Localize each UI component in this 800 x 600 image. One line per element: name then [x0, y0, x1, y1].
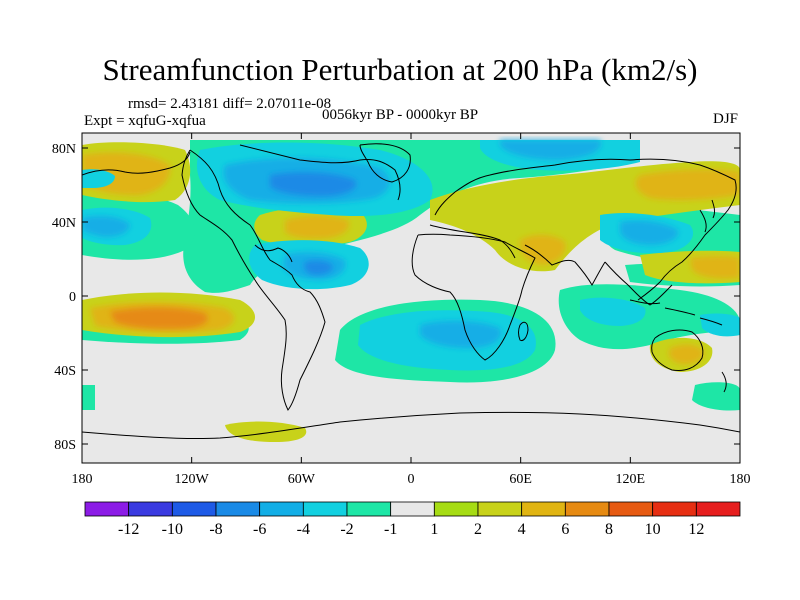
- colorbar-label: 12: [688, 521, 704, 538]
- colorbar-swatch: [390, 501, 435, 517]
- coast-new-zealand: [721, 371, 727, 393]
- colorbar-label: 8: [605, 521, 613, 538]
- coast-north-america: [181, 149, 326, 411]
- field-pos-antarctic: [225, 421, 307, 442]
- coast-madagascar: [518, 321, 529, 341]
- colorbar: -12 -10 -8 -6 -4 -2 -1 1 2 4 6 8 10 12: [84, 501, 741, 538]
- field-pos-arabia: [519, 234, 566, 265]
- lat-tick-label: 80N: [52, 142, 76, 157]
- coast-europe-asia: [434, 158, 737, 301]
- coast-mediterranean: [429, 224, 516, 259]
- colorbar-swatch: [215, 501, 261, 517]
- lat-tick-label: 40N: [52, 216, 76, 231]
- lat-tick-label: 0: [69, 290, 76, 305]
- coast-japan: [699, 199, 716, 233]
- field-pos-mid-atlantic-core: [285, 215, 350, 239]
- stats-label: rmsd= 2.43181 diff= 2.07011e-08: [128, 96, 332, 112]
- field-southern-ocean-west: [82, 385, 95, 410]
- lat-tick-label: 80S: [54, 438, 76, 453]
- field-neg-indian-south: [580, 297, 646, 326]
- lon-tick-label: 0: [408, 472, 415, 487]
- colorbar-label: 6: [561, 521, 569, 538]
- colorbar-swatch: [564, 501, 610, 517]
- colorbar-label: 4: [518, 521, 526, 538]
- colorbar-label: 10: [645, 521, 661, 538]
- colorbar-swatch: [302, 501, 348, 517]
- chart-title: Streamfunction Perturbation at 200 hPa (…: [102, 52, 698, 87]
- colorbar-swatch: [652, 501, 697, 517]
- lon-tick-label: 180: [730, 472, 751, 487]
- axis-ticks: 80N 40N 0 40S 80S 180 120W 60W 0 60E 120E 180: [52, 133, 751, 487]
- lon-tick-label: 60E: [509, 472, 532, 487]
- colorbar-swatch: [346, 501, 392, 517]
- season-label: DJF: [713, 111, 739, 127]
- coast-alaska: [82, 151, 191, 176]
- coast-se-asia: [604, 261, 673, 306]
- field-neg-indian-ocean-core: [620, 220, 679, 245]
- colorbar-label: -12: [118, 521, 139, 538]
- colorbar-label: 2: [474, 521, 482, 538]
- coast-antarctica: [82, 411, 740, 440]
- field-neg-pacific-nw: [82, 169, 115, 188]
- lon-tick-label: 120E: [616, 472, 646, 487]
- colorbar-swatch: [477, 501, 523, 517]
- colorbar-swatch: [521, 501, 566, 517]
- period-label: 0056kyr BP - 0000kyr BP: [322, 107, 479, 123]
- colorbar-label: -8: [209, 521, 222, 538]
- field-pos-australia-core: [668, 344, 704, 365]
- field-neg-arctic-core: [500, 140, 601, 160]
- coast-indonesia: [629, 299, 723, 326]
- lon-tick-label: 120W: [175, 472, 210, 487]
- field-neg-pacific-south: [700, 313, 740, 337]
- colorbar-label: 1: [430, 521, 438, 538]
- contour-fields: [82, 140, 740, 442]
- coast-africa: [411, 233, 536, 361]
- field-pos-eurasia-core: [635, 169, 740, 201]
- colorbar-swatch: [171, 501, 217, 517]
- coast-gulf-mexico: [254, 244, 293, 263]
- colorbar-label: -6: [253, 521, 266, 538]
- lon-tick-label: 180: [72, 472, 93, 487]
- field-pos-south-pacific-max: [110, 307, 208, 329]
- field-neg-west-pacific-core: [82, 216, 130, 237]
- field-southern-ocean-east: [692, 382, 740, 411]
- colorbar-swatch: [128, 501, 173, 517]
- coastlines: [82, 143, 740, 440]
- lon-tick-label: 60W: [288, 472, 316, 487]
- colorbar-label: -1: [384, 521, 397, 538]
- colorbar-swatch: [695, 501, 741, 517]
- colorbar-swatch: [259, 501, 304, 517]
- colorbar-swatch: [433, 501, 479, 517]
- coast-greenland: [359, 143, 411, 183]
- field-pos-pacific-east-core: [690, 256, 740, 279]
- coast-australia: [651, 329, 704, 371]
- field-neg-north-america-core: [270, 172, 357, 197]
- lat-tick-label: 40S: [54, 364, 76, 379]
- colorbar-swatch: [608, 501, 654, 517]
- field-neg-tropical-atlantic-max: [304, 260, 333, 275]
- colorbar-label: -10: [162, 521, 183, 538]
- colorbar-swatch: [84, 501, 130, 517]
- colorbar-label: -4: [297, 521, 310, 538]
- colorbar-label: -2: [340, 521, 353, 538]
- experiment-label: Expt = xqfuG-xqfua: [84, 113, 206, 129]
- field-neg-south-atlantic-core: [420, 320, 502, 349]
- coast-arabia-india: [524, 244, 606, 287]
